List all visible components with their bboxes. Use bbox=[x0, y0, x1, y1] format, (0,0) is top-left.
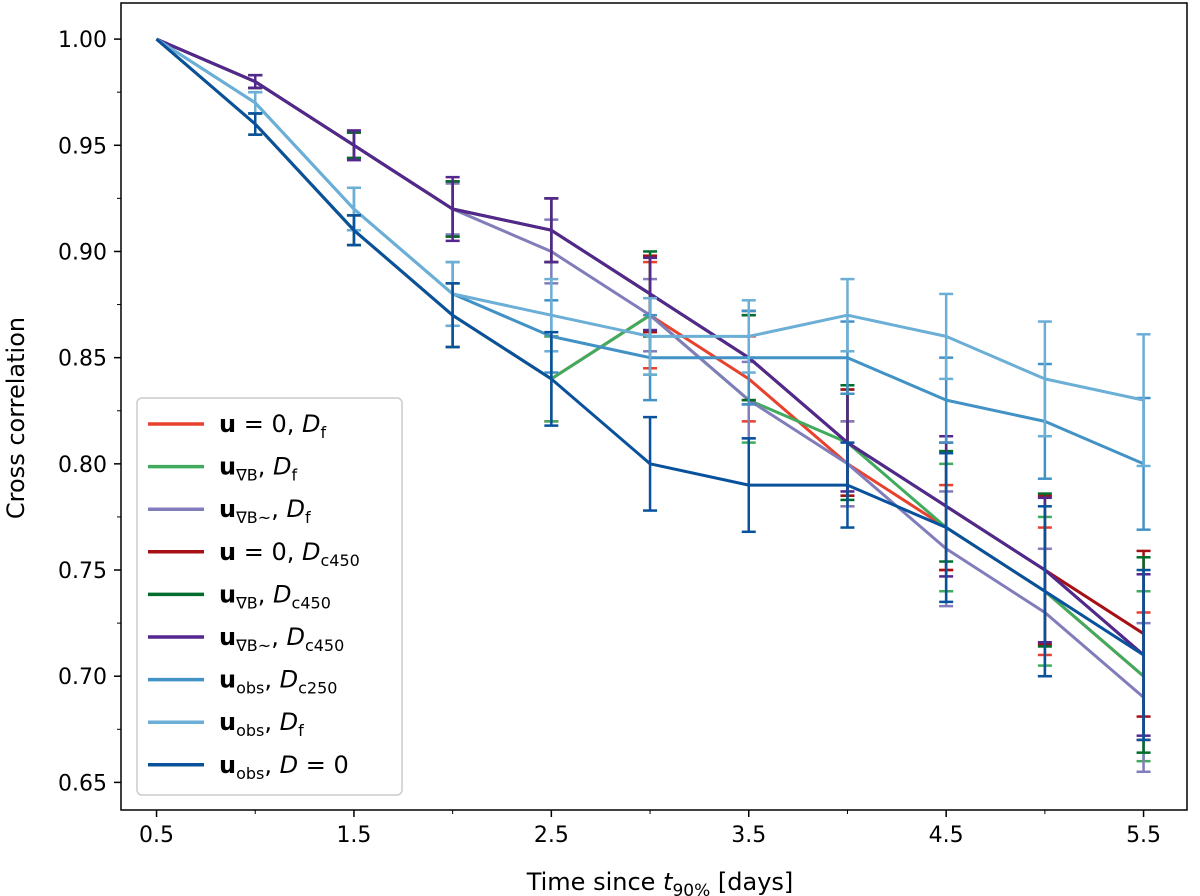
y-axis-label: Cross correlation bbox=[2, 317, 30, 519]
legend-label: uobs, Df bbox=[219, 708, 304, 740]
series-layer bbox=[155, 37, 1151, 774]
legend: u = 0, Df u∇B, Df u∇B~, Df u = 0, Dc450 u∇B,… bbox=[136, 397, 403, 796]
y-tick-label: 0.90 bbox=[58, 240, 107, 265]
legend-label: uobs, D = 0 bbox=[219, 751, 349, 783]
x-tick-label: 3.5 bbox=[731, 823, 766, 848]
legend-label: u∇B, Df bbox=[219, 453, 298, 485]
legend-entry: u∇B, Df bbox=[148, 453, 298, 485]
legend-entry: u∇B~, Df bbox=[148, 495, 311, 527]
legend-entry: u = 0, Dc450 bbox=[148, 538, 360, 570]
legend-label: u∇B, Dc450 bbox=[219, 580, 331, 612]
legend-label: u = 0, Dc450 bbox=[219, 538, 360, 570]
legend-entry: u = 0, Df bbox=[148, 410, 326, 442]
legend-entry: u∇B, Dc450 bbox=[148, 580, 331, 612]
legend-box bbox=[136, 397, 403, 796]
x-tick-label: 0.5 bbox=[139, 823, 174, 848]
x-tick-label: 5.5 bbox=[1126, 823, 1161, 848]
legend-entry: u∇B~, Dc450 bbox=[148, 623, 344, 655]
y-tick-label: 0.80 bbox=[58, 453, 107, 478]
x-axis-label: Time since t90% [days] bbox=[526, 868, 794, 896]
y-tick-label: 0.95 bbox=[58, 134, 107, 159]
y-tick-label: 1.00 bbox=[58, 28, 107, 53]
series-8 bbox=[155, 37, 1151, 742]
legend-entry: uobs, Df bbox=[148, 708, 304, 740]
legend-label: uobs, Dc250 bbox=[219, 666, 337, 698]
legend-label: u∇B~, Dc450 bbox=[219, 623, 344, 655]
legend-entry: uobs, Dc250 bbox=[148, 666, 337, 698]
legend-label: u = 0, Df bbox=[219, 410, 326, 442]
axes-ticks: 0.5 1.5 2.5 3.5 4.5 5.5 0.65 0.70 0.75 0.80 0.85 0.… bbox=[58, 28, 1161, 848]
x-tick-label: 1.5 bbox=[336, 823, 371, 848]
y-tick-label: 0.85 bbox=[58, 347, 107, 372]
y-tick-label: 0.70 bbox=[58, 665, 107, 690]
legend-entry: uobs, D = 0 bbox=[148, 751, 349, 783]
y-tick-label: 0.75 bbox=[58, 559, 107, 584]
y-tick-label: 0.65 bbox=[58, 771, 107, 796]
x-tick-label: 2.5 bbox=[534, 823, 569, 848]
legend-label: u∇B~, Df bbox=[219, 495, 311, 527]
x-tick-label: 4.5 bbox=[929, 823, 964, 848]
plot-frame bbox=[120, 2, 1188, 811]
